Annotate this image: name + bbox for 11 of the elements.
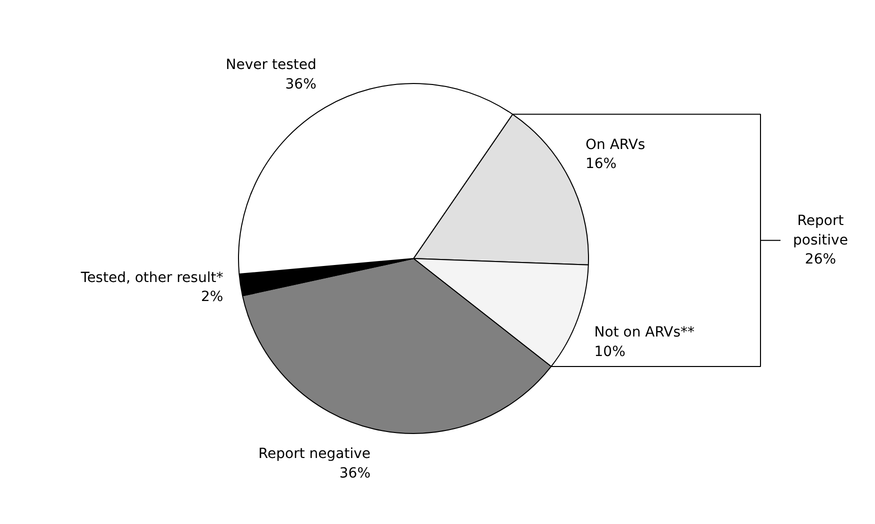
slice-label: Report negative [258, 446, 371, 462]
text: Report positive 26% [793, 213, 848, 268]
data-label: 10% [594, 344, 626, 360]
slice-label: Tested, other result* [80, 270, 224, 286]
data-label: 36% [339, 465, 371, 482]
data-label: 16% [585, 156, 617, 172]
data-label: 36% [285, 76, 316, 92]
slice-label: On ARVs [585, 136, 646, 153]
slice-label: Not on ARVs** [594, 324, 695, 341]
data-label: 2% [201, 289, 224, 306]
slice-label: Never tested [226, 57, 316, 74]
